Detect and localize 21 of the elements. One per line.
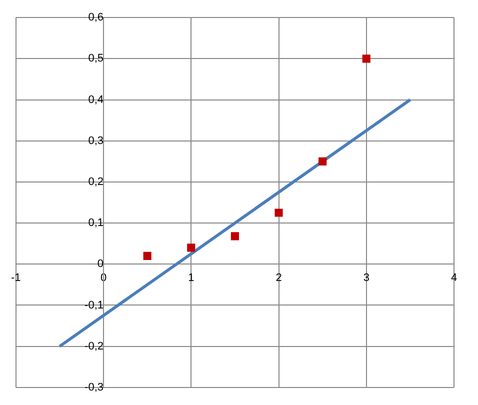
point [362, 54, 370, 63]
y-tick-label: -0,2 [84, 340, 104, 352]
y-tick-label: -0,3 [84, 381, 104, 394]
point [230, 232, 239, 240]
x-tick-label: 4 [450, 272, 458, 284]
x-tick-label: 2 [276, 272, 282, 284]
y-tick-label: 0,2 [88, 176, 104, 188]
y-tick-label: -0,1 [84, 299, 104, 312]
point [318, 157, 327, 166]
y-tick-label: 0,1 [88, 217, 104, 230]
y-tick-label: 0,4 [88, 94, 104, 106]
point [143, 252, 152, 260]
point [187, 244, 196, 252]
x-tick-label: 3 [363, 272, 370, 284]
y-tick-label: 0,6 [88, 12, 104, 24]
y-tick-label: 0,5 [88, 52, 104, 65]
y-tick-label: 0,3 [88, 134, 104, 147]
y-tick-label: 0 [97, 258, 104, 270]
point [274, 208, 283, 217]
x-tick-label: 1 [188, 272, 194, 284]
x-tick-label: -1 [11, 272, 21, 284]
